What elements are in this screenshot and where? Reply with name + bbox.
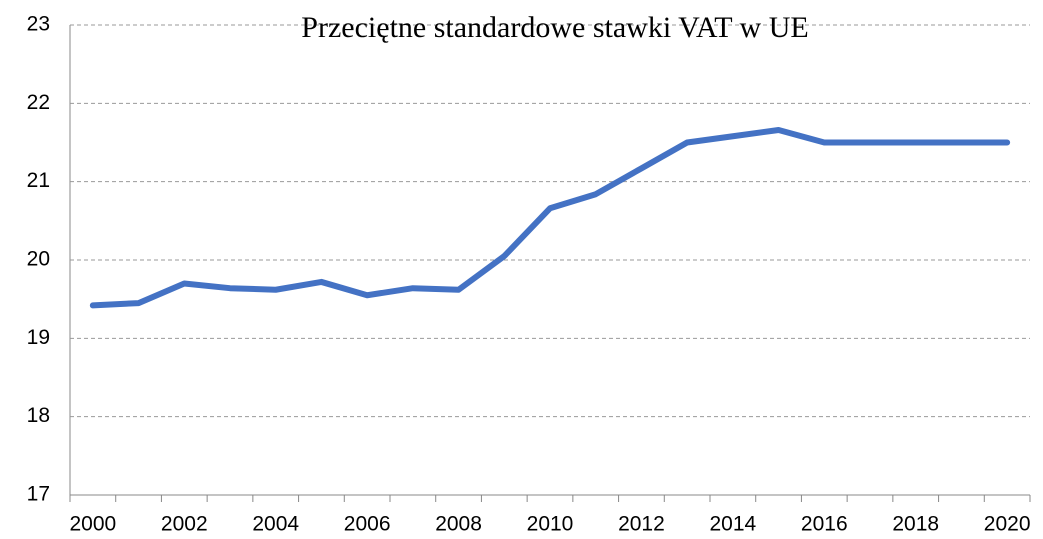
- x-tick-label: 2000: [69, 513, 116, 536]
- grid: [70, 24, 1030, 418]
- x-tick-label: 2014: [709, 513, 756, 536]
- data-line: [89, 126, 1011, 309]
- y-tick-label: 21: [27, 169, 50, 192]
- x-tick-label: 2016: [801, 513, 848, 536]
- x-tick-label: 2008: [435, 513, 482, 536]
- chart-title: Przeciętne standardowe stawki VAT w UE: [301, 11, 808, 44]
- y-tick-label: 17: [27, 483, 50, 506]
- x-tick-label: 2006: [344, 513, 391, 536]
- y-tick-label: 22: [27, 91, 50, 114]
- y-tick-label: 18: [27, 404, 50, 427]
- x-tick-label: 2020: [984, 513, 1031, 536]
- x-tick-label: 2004: [252, 513, 299, 536]
- x-tick-label: 2018: [892, 513, 939, 536]
- y-tick-label: 19: [27, 326, 50, 349]
- y-tick-label: 23: [27, 13, 50, 36]
- x-tick-label: 2002: [161, 513, 208, 536]
- x-tick-label: 2012: [618, 513, 665, 536]
- y-tick-label: 20: [27, 248, 50, 271]
- x-tick-label: 2010: [527, 513, 574, 536]
